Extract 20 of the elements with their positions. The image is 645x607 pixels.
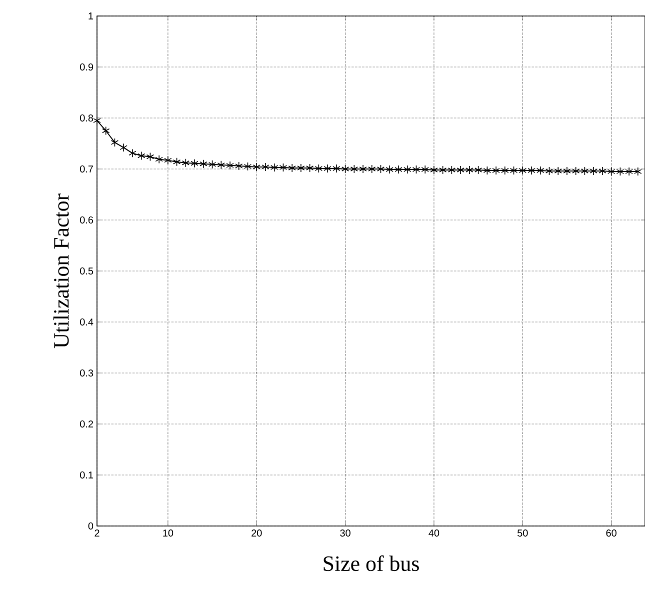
y-tick-label: 0.9 [80,63,94,71]
y-tick-label: 1 [88,12,94,20]
x-tick-label: 60 [606,530,616,537]
x-tick-label: 20 [252,530,262,537]
y-tick-label: 0.8 [80,114,94,122]
x-tick-label: 10 [163,530,174,537]
x-tick-label: 50 [518,530,528,537]
x-tick-label: 40 [428,530,440,537]
y-tick-label: 0.4 [80,318,94,326]
x-tick-label: 2 [94,530,100,536]
x-tick-label: 30 [340,530,350,537]
y-tick-label: 0.5 [80,267,94,275]
y-tick-label: 0.3 [80,369,94,377]
y-tick-label: 0 [88,522,94,530]
y-tick-label: 0.2 [80,420,93,428]
x-axis-title: Size of bus [324,555,419,572]
y-tick-label: 0.1 [80,471,94,479]
y-tick-label: 0.6 [80,216,94,224]
y-axis-title: Utilization Factor [53,194,69,348]
y-tick-label: 0.7 [80,165,93,173]
